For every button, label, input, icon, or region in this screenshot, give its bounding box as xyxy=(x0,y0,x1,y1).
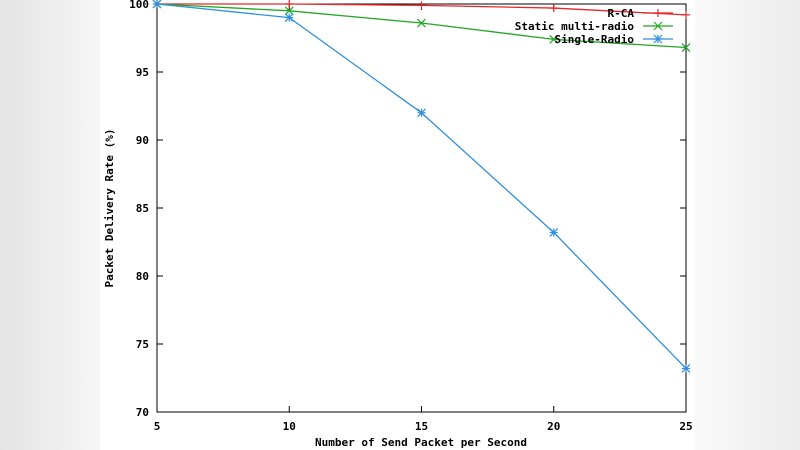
chart-paper xyxy=(100,0,695,450)
data-point-marker xyxy=(417,18,426,28)
data-point-marker xyxy=(284,6,294,16)
data-point-marker xyxy=(549,34,559,44)
y-tick-label: 90 xyxy=(136,134,149,147)
series-layer xyxy=(152,0,691,373)
axes: 70 75 80 85 90 95 100 5 10 15 20 25 xyxy=(129,0,693,433)
series-r-ca xyxy=(153,0,690,19)
y-tick-label: 80 xyxy=(136,270,149,283)
y-tick-label: 95 xyxy=(136,66,149,79)
y-tick-label: 70 xyxy=(136,406,149,419)
legend-label: Single-Radio xyxy=(555,33,635,46)
x-axis-label: Number of Send Packet per Second xyxy=(315,436,527,449)
background-left xyxy=(0,0,100,450)
data-point-marker xyxy=(549,228,559,237)
x-tick-label: 10 xyxy=(283,420,296,433)
background-right xyxy=(690,0,800,450)
data-point-marker xyxy=(681,364,691,373)
y-tick-label: 100 xyxy=(129,0,149,11)
x-tick-label: 5 xyxy=(154,420,161,433)
y-axis-label: Packet Delivery Rate (%) xyxy=(103,129,116,288)
y-tick-label: 85 xyxy=(136,202,149,215)
legend-marker xyxy=(653,21,663,31)
legend-label: R-CA xyxy=(608,7,635,20)
series-line xyxy=(156,3,687,369)
data-point-marker xyxy=(417,108,426,118)
data-point-marker xyxy=(681,43,691,52)
legend-label: Static multi-radio xyxy=(515,20,635,33)
data-point-marker xyxy=(152,0,162,9)
data-point-marker xyxy=(284,13,294,23)
y-tick-label: 75 xyxy=(136,338,149,351)
x-tick-label: 25 xyxy=(679,420,692,433)
legend-marker xyxy=(653,34,663,44)
plot-frame xyxy=(156,3,687,413)
series-single-radio xyxy=(152,0,691,373)
x-tick-label: 20 xyxy=(547,420,560,433)
x-tick-label: 15 xyxy=(415,420,428,433)
